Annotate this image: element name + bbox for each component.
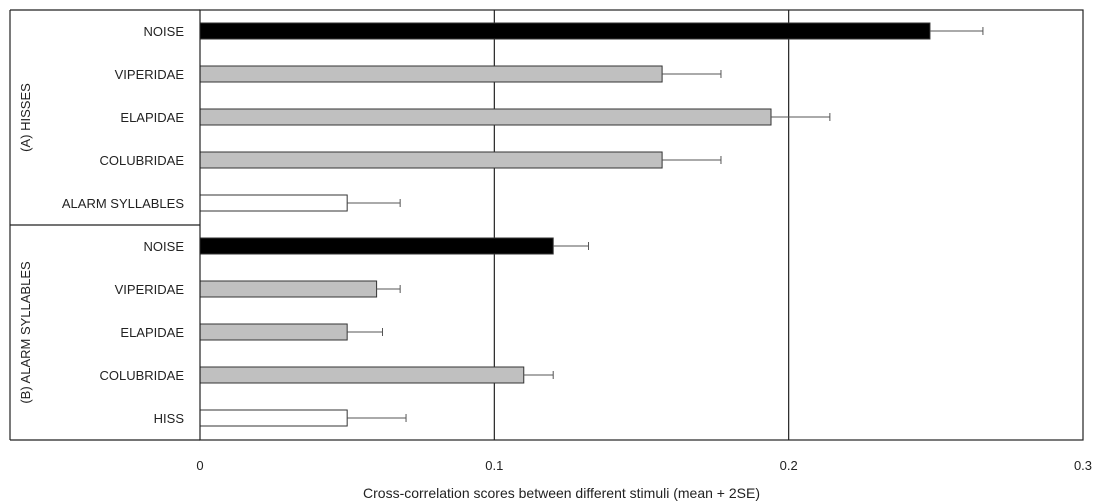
category-label: VIPERIDAE bbox=[115, 67, 185, 82]
group-label: (B) ALARM SYLLABLES bbox=[18, 261, 33, 404]
category-labels: NOISE VIPERIDAE ELAPIDAE COLUBRIDAE ALARM SY… bbox=[62, 24, 184, 426]
x-tick-label: 0 bbox=[196, 458, 203, 473]
category-label: ALARM SYLLABLES bbox=[62, 196, 184, 211]
group-labels: (A) HISSES (B) ALARM SYLLABLES bbox=[18, 83, 33, 404]
bar-alarm-syllables bbox=[199, 194, 348, 212]
bar-colubridae bbox=[199, 366, 525, 384]
error-bars bbox=[347, 27, 984, 422]
category-label: ELAPIDAE bbox=[120, 110, 184, 125]
group-label: (A) HISSES bbox=[18, 83, 33, 152]
bar-viperidae bbox=[199, 280, 378, 298]
category-label: VIPERIDAE bbox=[115, 282, 185, 297]
bar-elapidae bbox=[199, 323, 348, 341]
category-label: ELAPIDAE bbox=[120, 325, 184, 340]
category-label: COLUBRIDAE bbox=[99, 368, 184, 383]
category-label: NOISE bbox=[144, 239, 185, 254]
category-label: HISS bbox=[154, 411, 185, 426]
x-tick-label: 0.3 bbox=[1074, 458, 1092, 473]
bars bbox=[199, 22, 931, 427]
bar-viperidae bbox=[199, 65, 663, 83]
bar-hiss bbox=[199, 409, 348, 427]
x-tick-label: 0.1 bbox=[485, 458, 503, 473]
bar-colubridae bbox=[199, 151, 663, 169]
x-axis-title: Cross-correlation scores between differe… bbox=[363, 485, 760, 501]
category-label: COLUBRIDAE bbox=[99, 153, 184, 168]
bar-noise bbox=[199, 237, 554, 255]
bar-noise bbox=[199, 22, 931, 40]
bar-elapidae bbox=[199, 108, 772, 126]
x-axis-tick-labels: 0 0.1 0.2 0.3 bbox=[196, 458, 1092, 473]
plot-frame bbox=[9, 9, 1084, 441]
category-label: NOISE bbox=[144, 24, 185, 39]
x-tick-label: 0.2 bbox=[780, 458, 798, 473]
